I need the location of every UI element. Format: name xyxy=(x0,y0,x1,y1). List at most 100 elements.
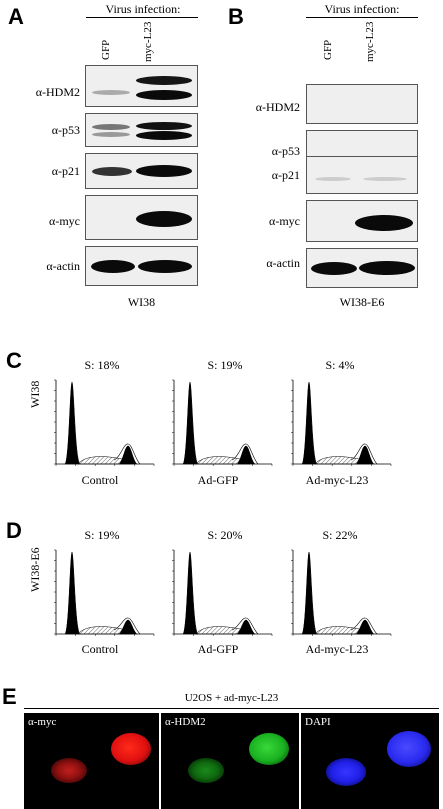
nucleus xyxy=(249,733,289,765)
panel-a-label-p53: α-p53 xyxy=(51,123,80,137)
panel-d-histogram-ad-myc-l23 xyxy=(291,549,392,636)
panel-a-header-rule xyxy=(86,17,198,18)
panel-d-histogram-ad-gfp xyxy=(172,549,273,636)
panel-b-lane-gfp: GFP xyxy=(322,39,334,60)
band xyxy=(311,262,357,275)
panel-e-label-hdm2: α-HDM2 xyxy=(165,716,206,728)
band xyxy=(92,167,132,176)
fit-curve xyxy=(231,617,259,635)
panel-b-letter: B xyxy=(228,4,244,29)
band xyxy=(136,122,192,130)
g2-peak xyxy=(355,619,375,635)
band xyxy=(363,177,407,181)
fit-curve xyxy=(113,617,141,635)
panel-d-cond-ad-myc-l23: Ad-myc-L23 xyxy=(305,642,369,656)
panel-b-label-p21: α-p21 xyxy=(271,168,300,182)
band xyxy=(136,90,192,100)
panel-c-histogram-ad-gfp xyxy=(172,379,273,466)
panel-d-histogram-control xyxy=(54,549,155,636)
g2-peak xyxy=(118,445,138,465)
panel-d-s-control: S: 19% xyxy=(84,528,120,542)
panel-a-header: Virus infection: xyxy=(105,2,181,16)
g2-peak xyxy=(236,445,256,465)
nucleus xyxy=(51,758,87,783)
panel-a-lane-gfp: GFP xyxy=(100,39,112,60)
s-phase-region xyxy=(314,626,370,635)
panel-c-s-ad-gfp: S: 19% xyxy=(207,358,243,372)
panel-a-lane-myc-l23: myc-L23 xyxy=(142,21,154,62)
panel-c-letter: C xyxy=(6,348,22,373)
panel-a-blot-hdm2 xyxy=(85,65,198,107)
panel-e-image-dapi: DAPI xyxy=(301,713,439,809)
panel-a-label-p21: α-p21 xyxy=(51,164,80,178)
panel-a-blot-actin xyxy=(85,246,198,286)
s-phase-region xyxy=(195,626,251,635)
band xyxy=(92,124,130,130)
g1-peak xyxy=(64,551,81,635)
panel-c-histogram-control xyxy=(54,379,155,466)
panel-b-cell-line: WI38-E6 xyxy=(339,295,385,309)
panel-c-cond-control: Control xyxy=(81,473,119,487)
band xyxy=(92,90,130,95)
panel-a-label-myc: α-myc xyxy=(49,214,80,228)
panel-a-blot-myc xyxy=(85,195,198,240)
band xyxy=(355,215,413,231)
panel-e-header: U2OS + ad-myc-L23 xyxy=(184,692,279,704)
band xyxy=(315,177,351,181)
nucleus xyxy=(387,731,431,767)
g1-peak xyxy=(64,381,81,465)
band xyxy=(359,261,415,275)
panel-e-letter: E xyxy=(2,684,17,709)
g1-peak xyxy=(182,551,199,635)
g2-peak xyxy=(118,619,138,635)
fit-curve xyxy=(350,443,378,465)
panel-b-label-myc: α-myc xyxy=(269,214,300,228)
panel-a-letter: A xyxy=(8,4,24,29)
g2-peak xyxy=(355,445,375,465)
panel-b-blot-p21 xyxy=(306,156,418,194)
panel-e-image-hdm2: α-HDM2 xyxy=(161,713,299,809)
panel-e-label-dapi: DAPI xyxy=(305,716,331,728)
fit-curve xyxy=(350,617,378,635)
band xyxy=(91,260,135,273)
panel-b-blot-hdm2 xyxy=(306,84,418,124)
panel-b-blot-myc xyxy=(306,200,418,242)
panel-c-cond-ad-gfp: Ad-GFP xyxy=(197,473,239,487)
nucleus xyxy=(111,733,151,765)
panel-b-blot-actin xyxy=(306,248,418,288)
band xyxy=(138,260,192,273)
panel-a-label-actin: α-actin xyxy=(46,259,80,273)
panel-e-label-myc: α-myc xyxy=(28,716,57,728)
panel-b-header: Virus infection: xyxy=(324,2,400,16)
panel-c-s-ad-myc-l23: S: 4% xyxy=(325,358,355,372)
band xyxy=(136,76,192,85)
panel-e-header-rule xyxy=(24,708,439,709)
band xyxy=(92,132,130,137)
nucleus xyxy=(188,758,224,783)
nucleus xyxy=(326,758,366,786)
panel-d-letter: D xyxy=(6,518,22,543)
panel-c-histogram-ad-myc-l23 xyxy=(291,379,392,466)
panel-d-s-ad-myc-l23: S: 22% xyxy=(322,528,358,542)
panel-b-label-hdm2: α-HDM2 xyxy=(255,100,300,114)
panel-c-cond-ad-myc-l23: Ad-myc-L23 xyxy=(305,473,369,487)
panel-b-label-p53: α-p53 xyxy=(271,144,300,158)
g1-peak xyxy=(182,381,199,465)
panel-d-s-ad-gfp: S: 20% xyxy=(207,528,243,542)
band xyxy=(136,131,192,140)
panel-b-label-actin: α-actin xyxy=(266,256,300,270)
panel-d-cond-control: Control xyxy=(81,642,119,656)
s-phase-region xyxy=(77,626,133,635)
panel-c-s-control: S: 18% xyxy=(84,358,120,372)
g1-peak xyxy=(301,551,318,635)
panel-a-blot-p53 xyxy=(85,113,198,147)
panel-b-header-rule xyxy=(306,17,418,18)
panel-a-label-hdm2: α-HDM2 xyxy=(35,85,80,99)
g2-peak xyxy=(236,619,256,635)
panel-a-blot-p21 xyxy=(85,153,198,189)
band xyxy=(136,211,192,227)
panel-b-lane-myc-l23: myc-L23 xyxy=(364,21,376,62)
panel-d-cond-ad-gfp: Ad-GFP xyxy=(197,642,239,656)
g1-peak xyxy=(301,381,318,465)
panel-e-image-myc: α-myc xyxy=(24,713,159,809)
